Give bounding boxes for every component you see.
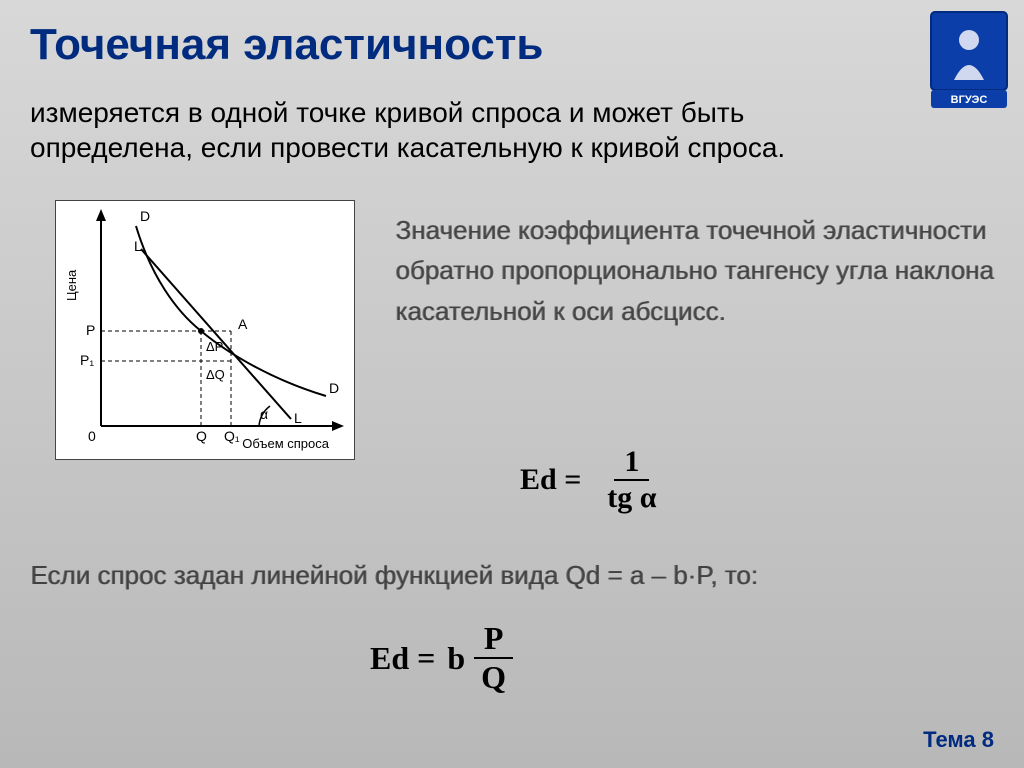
- logo-text: ВГУЭС: [951, 94, 988, 106]
- right-paragraph: Значение коэффициента точечной эластично…: [395, 210, 994, 331]
- bottom-line: Если спрос задан линейной функцией вида …: [30, 560, 994, 591]
- slide-title: Точечная эластичность: [30, 20, 543, 70]
- elasticity-chart: D L A ΔP ΔQ α L D P P₁ Q Q₁ 0 Цена Объем…: [55, 200, 355, 460]
- label-D-top: D: [140, 208, 150, 224]
- intro-text: измеряется в одной точке кривой спроса и…: [30, 95, 904, 165]
- university-logo: ВГУЭС: [929, 10, 1009, 110]
- label-L-top: L: [134, 238, 142, 254]
- label-Q: Q: [196, 428, 207, 444]
- label-origin: 0: [88, 428, 96, 444]
- label-P: P: [86, 322, 95, 338]
- label-A: A: [238, 316, 248, 332]
- y-axis-label: Цена: [64, 270, 79, 301]
- label-L-bot: L: [294, 410, 302, 426]
- formula-linear: Ed = b P Q: [370, 620, 516, 696]
- formula-tangent: Ed = 1 tg α: [520, 445, 667, 515]
- label-Q1: Q₁: [224, 428, 240, 444]
- label-dP: ΔP: [206, 339, 223, 354]
- label-dQ: ΔQ: [206, 367, 225, 382]
- label-alpha: α: [260, 406, 268, 422]
- slide-footer: Тема 8: [923, 727, 994, 753]
- label-D-bot: D: [329, 380, 339, 396]
- x-axis-label: Объем спроса: [242, 436, 329, 451]
- label-P1: P₁: [80, 352, 94, 368]
